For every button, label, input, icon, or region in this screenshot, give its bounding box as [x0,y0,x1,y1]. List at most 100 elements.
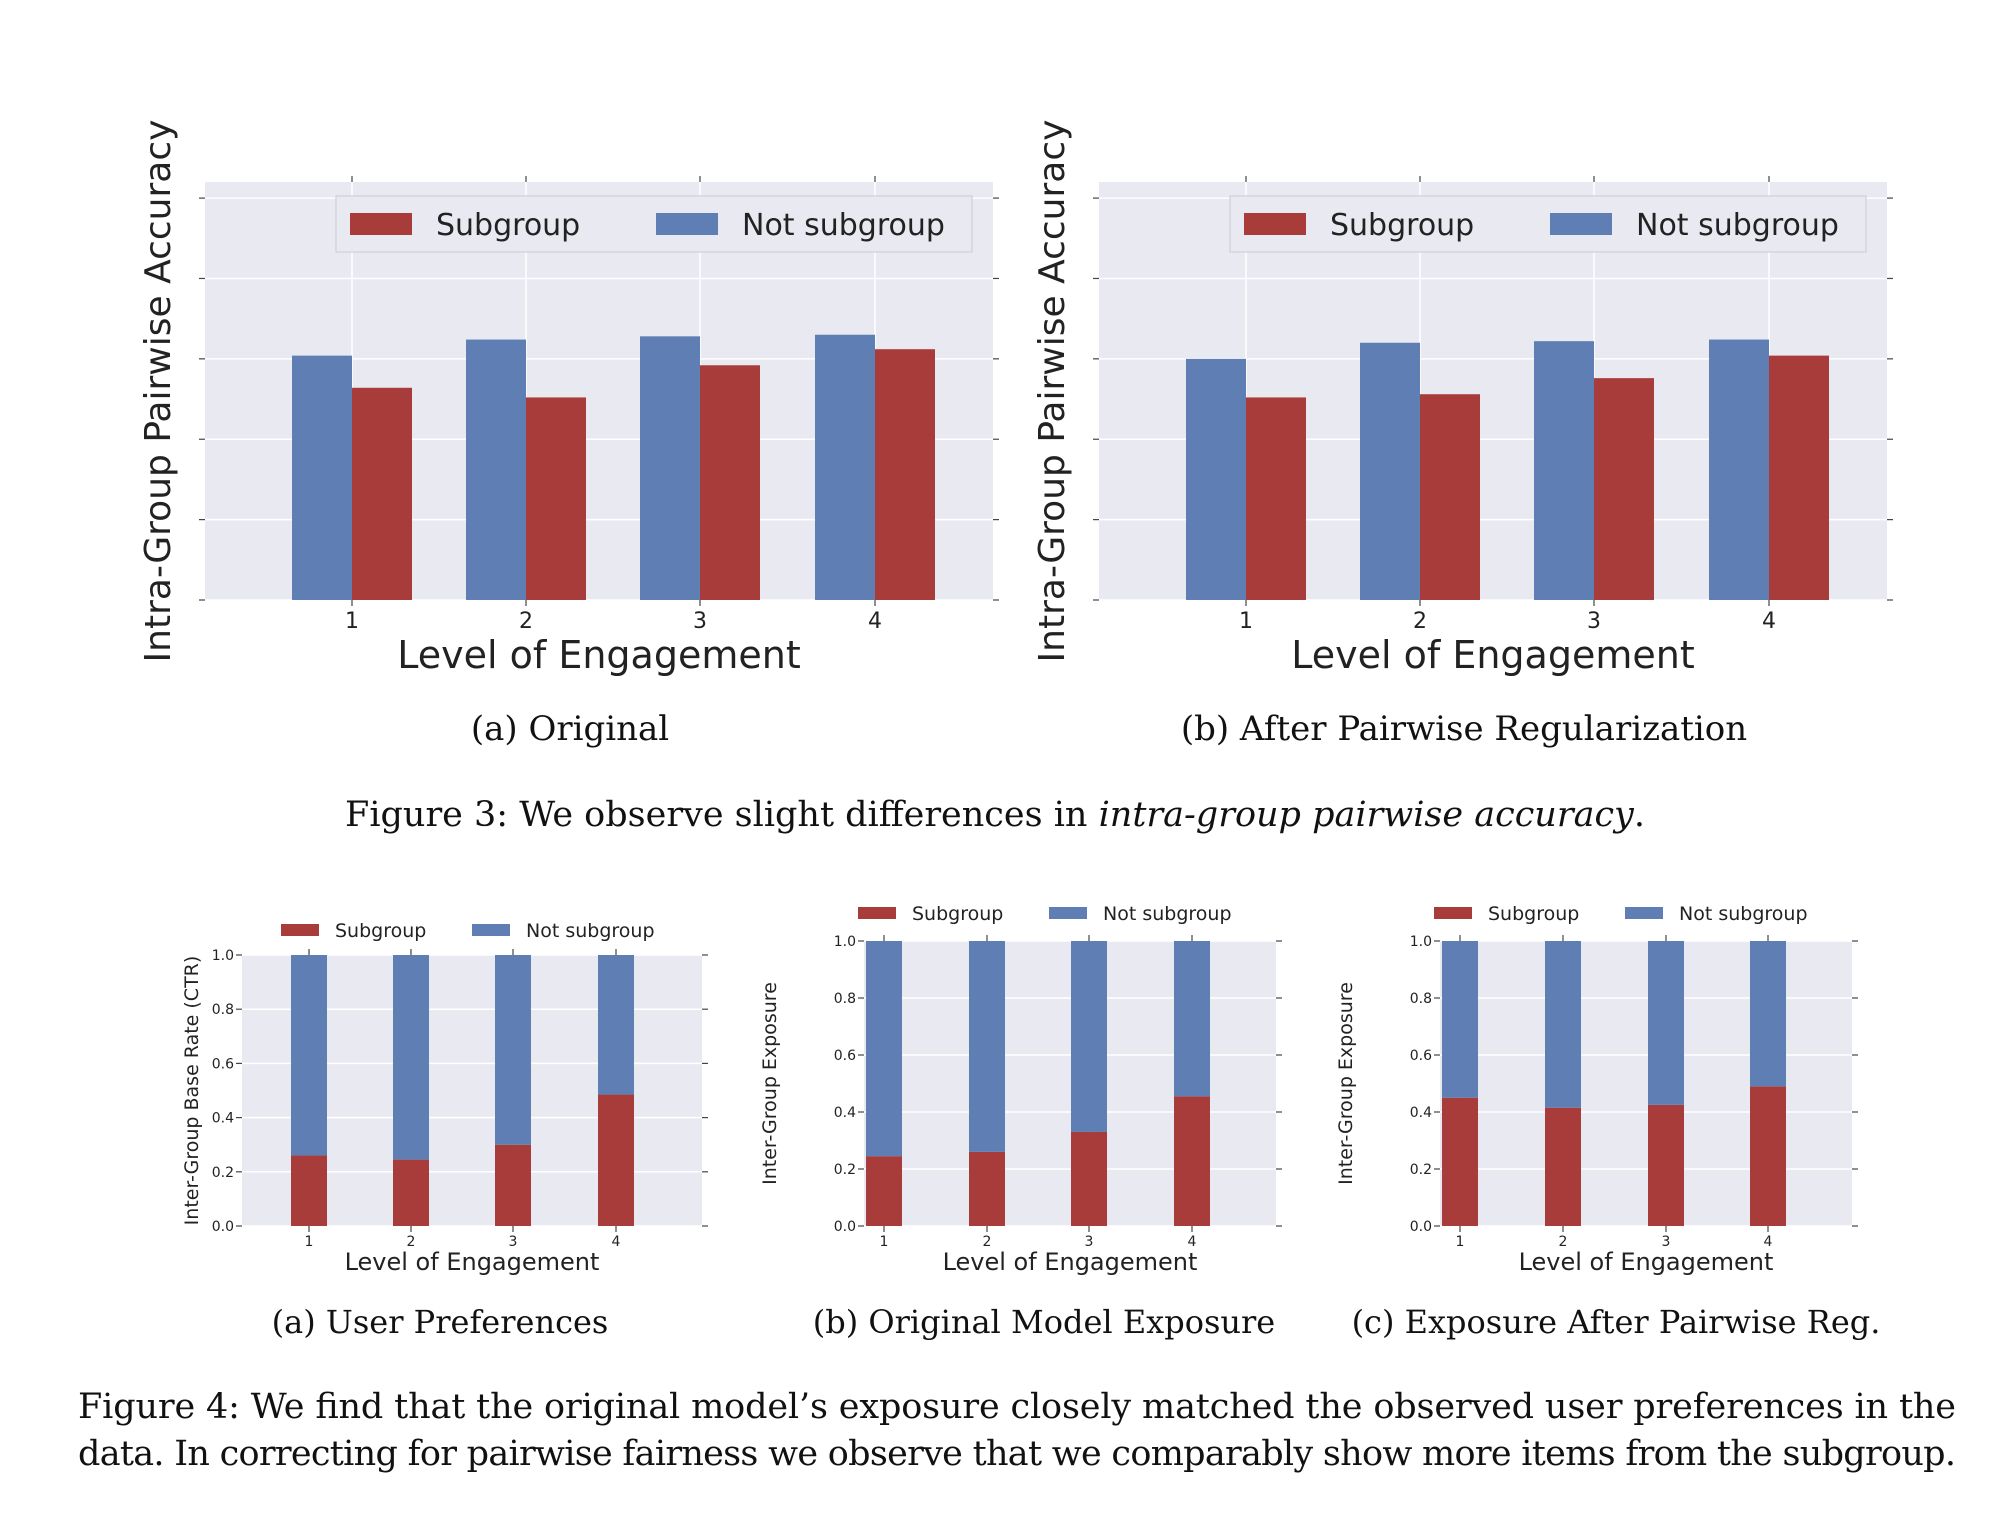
bar-subgroup [291,1155,327,1226]
bar-subgroup [1420,394,1480,600]
bar-subgroup [1246,397,1306,600]
y-tick-label: 0.2 [834,1162,856,1178]
x-tick-label: 1 [1239,609,1253,634]
bar-subgroup [700,365,760,600]
legend-swatch [1049,907,1087,919]
bar-not-subgroup [495,955,531,1145]
bar-not-subgroup [640,336,700,600]
x-tick-label: 3 [1662,1234,1671,1250]
bar-not-subgroup [1442,941,1478,1098]
bar-subgroup [1442,1097,1478,1226]
bar-not-subgroup [1071,941,1107,1132]
figure3-caption: Figure 3: We observe slight differences … [345,795,1645,835]
bar-subgroup [875,349,935,600]
x-axis-label: Level of Engagement [1519,1248,1774,1276]
bar-subgroup [866,1156,902,1226]
charts-layer: 1 2 3 4 Subgroup Not subgroup Level of Engagem… [138,120,1893,1341]
x-tick-label: 4 [1764,1234,1773,1250]
bar-not-subgroup [1709,339,1769,600]
plot-area [864,941,1276,1226]
bar-subgroup [526,397,586,600]
bar-subgroup [1769,355,1829,600]
subcaption: (a) User Preferences [272,1303,609,1341]
legend-swatch [350,213,412,235]
legend: Subgroup Not subgroup [1434,903,1808,925]
legend-swatch [281,924,319,936]
legend-swatch [858,907,896,919]
bar-not-subgroup [1750,941,1786,1087]
x-tick-label: 4 [612,1234,621,1250]
bar-not-subgroup [292,355,352,600]
legend: Subgroup Not subgroup [1229,195,1867,253]
y-tick-label: 0.2 [212,1165,234,1181]
bar-subgroup [1545,1107,1581,1226]
bar-not-subgroup [1545,941,1581,1108]
x-tick-label: 4 [1188,1234,1197,1250]
bar-not-subgroup [1186,358,1246,600]
x-axis-label: Level of Engagement [397,633,800,677]
bar-subgroup [969,1151,1005,1226]
x-axis-label: Level of Engagement [345,1248,600,1276]
legend-swatch [1625,907,1663,919]
legend-swatch [1434,907,1472,919]
chart-4: 0.0 0.2 0.4 0.6 0.8 1.0 1 2 3 4 Subgroup Not subgro… [759,903,1282,1341]
subcaption: (b) Original Model Exposure [813,1303,1275,1341]
bar-subgroup [1750,1086,1786,1226]
legend: Subgroup Not subgroup [858,903,1232,925]
legend-swatch [656,213,718,235]
bar-not-subgroup [466,339,526,600]
x-tick-label: 3 [509,1234,518,1250]
y-axis-label: Intra-Group Pairwise Accuracy [138,120,179,663]
bar-not-subgroup [815,334,875,600]
y-tick-label: 0.8 [834,991,856,1007]
legend: Subgroup Not subgroup [281,920,655,942]
x-tick-label: 2 [983,1234,992,1250]
legend-swatch [1550,213,1612,235]
legend-label: Not subgroup [526,920,655,942]
legend-label: Subgroup [1488,903,1579,925]
legend-label: Subgroup [1330,208,1474,243]
chart-5: 0.0 0.2 0.4 0.6 0.8 1.0 1 2 3 4 Subgroup Not subgro… [1335,903,1880,1341]
x-tick-label: 3 [693,609,707,634]
legend-label: Not subgroup [742,208,945,243]
y-tick-label: 0.0 [212,1219,234,1235]
legend: Subgroup Not subgroup [335,195,973,253]
y-tick-label: 0.4 [212,1111,234,1127]
y-tick-label: 0.8 [212,1002,234,1018]
bar-not-subgroup [1360,342,1420,600]
x-tick-label: 4 [1762,609,1776,634]
y-axis-label: Inter-Group Base Rate (CTR) [181,956,203,1226]
bar-subgroup [352,387,412,600]
bar-not-subgroup [393,955,429,1160]
bar-subgroup [1071,1131,1107,1226]
chart-2: 1 2 3 4 Subgroup Not subgroup Level of Engagem… [1032,120,1893,749]
x-tick-label: 3 [1587,609,1601,634]
y-tick-label: 0.4 [834,1105,856,1121]
y-tick-label: 0.0 [1410,1219,1432,1235]
figure4-caption-line2: data. In correcting for pairwise fairnes… [78,1434,1956,1474]
legend-box [335,195,973,253]
bar-not-subgroup [969,941,1005,1152]
y-tick-label: 0.6 [212,1056,234,1072]
y-axis-label: Inter-Group Exposure [1335,982,1357,1185]
chart-3: 0.0 0.2 0.4 0.6 0.8 1.0 1 2 3 4 Subgroup Not subgro… [181,920,708,1341]
legend-box [1229,195,1867,253]
legend-label: Subgroup [335,920,426,942]
legend-label: Not subgroup [1103,903,1232,925]
y-tick-label: 0.8 [1410,991,1432,1007]
y-tick-label: 1.0 [212,948,234,964]
x-tick-label: 1 [305,1234,314,1250]
subcaption: (a) Original [471,709,669,749]
bar-subgroup [1174,1096,1210,1226]
bar-not-subgroup [866,941,902,1157]
x-tick-label: 2 [1559,1234,1568,1250]
bar-subgroup [1648,1104,1684,1226]
chart-1: 1 2 3 4 Subgroup Not subgroup Level of Engagem… [138,120,999,749]
y-tick-label: 0.2 [1410,1162,1432,1178]
x-tick-label: 2 [1413,609,1427,634]
x-tick-label: 4 [868,609,882,634]
figure3-caption-suffix: . [1634,795,1645,835]
x-tick-label: 1 [345,609,359,634]
y-tick-label: 0.6 [834,1048,856,1064]
